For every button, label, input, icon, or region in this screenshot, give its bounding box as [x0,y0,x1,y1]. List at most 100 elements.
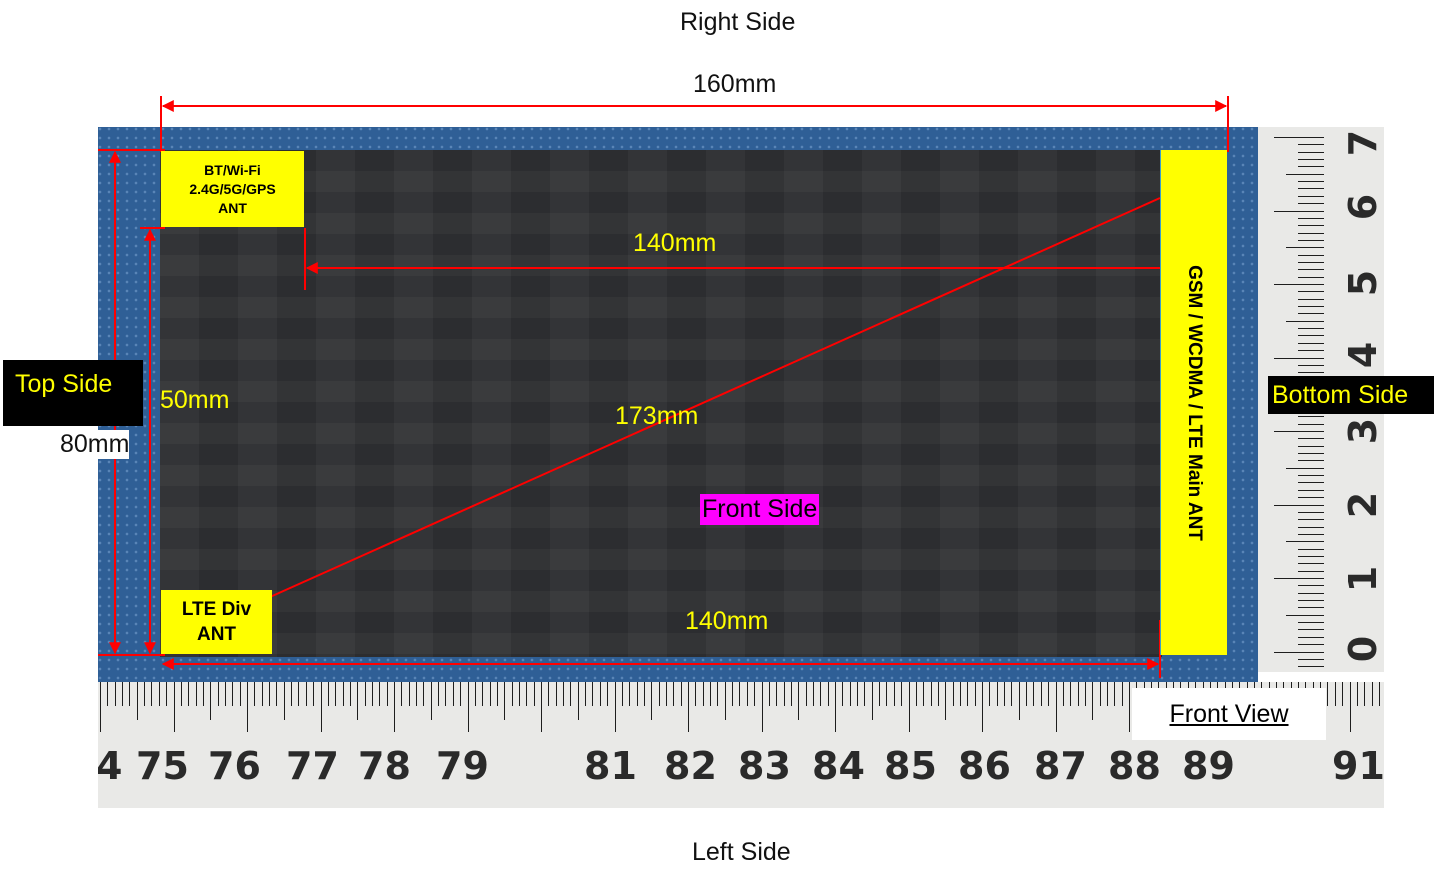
ruler-tick [430,682,432,720]
ruler-tick [923,682,925,706]
ruler-tick [291,682,293,706]
front-view-label: Front View [1132,688,1326,740]
ruler-tick [526,682,528,706]
ruler-tick [1018,682,1020,720]
ruler-tick [717,682,719,706]
ruler-tick [1298,423,1324,425]
ruler-tick [1298,217,1324,219]
ruler-tick [989,682,991,706]
ruler-tick [1274,431,1324,432]
ruler-tick [357,682,359,720]
ruler-tick [1121,682,1123,706]
ruler-tick [688,682,689,732]
ruler-tick [1334,682,1336,706]
ruler-tick [1298,144,1324,146]
ruler-tick [1274,504,1324,506]
ruler-tick [1356,682,1358,706]
ruler-tick [1298,181,1324,183]
ruler-tick [1274,137,1324,138]
ruler-tick [937,682,939,706]
ruler-tick [1062,682,1064,706]
ruler-tick [732,682,734,706]
ruler-tick [1298,622,1324,624]
ruler-tick [1033,682,1035,706]
ruler-tick [1298,159,1324,161]
ruler-number: 81 [584,744,637,788]
ruler-tick [1070,682,1072,706]
ruler-tick [680,682,682,706]
diagonal-text: 173mm [615,402,699,430]
ruler-tick [570,682,572,706]
ruler-tick [232,682,234,706]
ruler-tick [518,682,520,706]
ruler-tick [1298,511,1324,513]
ruler-tick [555,682,557,706]
ruler-tick [1298,195,1324,197]
ruler-tick [1298,570,1324,572]
ruler-tick [776,682,778,706]
left-side-label: Left Side [692,838,791,866]
ruler-number: 87 [1034,744,1087,788]
ruler-tick [658,682,660,706]
diagonal-line [269,197,1161,598]
ruler-tick [1298,563,1324,565]
ruler-tick [812,682,814,706]
ruler-tick [886,682,888,706]
ruler-tick [1286,247,1324,249]
ruler-tick [1298,203,1324,205]
ruler-number: 77 [286,744,339,788]
ruler-tick [643,682,645,706]
ruler-tick [305,682,307,706]
ruler-number: 75 [136,744,189,788]
ruler-tick [1298,151,1324,153]
ruler-tick [327,682,329,706]
ruler-tick [313,682,315,706]
ruler-tick [1298,438,1324,440]
ruler-tick [254,682,256,706]
ruler-tick [1298,335,1324,337]
ruler-tick [1298,666,1324,668]
bottom-distance-text: 140mm [685,607,769,635]
ruler-tick [1298,298,1324,300]
ruler-tick [1286,541,1324,543]
ruler-tick [901,682,903,706]
ruler-tick [298,682,300,706]
ruler-tick [239,682,241,706]
ruler-tick [1298,453,1324,455]
ruler-tick [1298,276,1324,278]
ruler-tick [1298,519,1324,521]
ruler-number: 83 [738,744,791,788]
ruler-tick [1298,600,1324,602]
ruler-tick [1129,682,1130,732]
ruler-tick [180,682,182,706]
ruler-tick [1298,239,1324,241]
ruler-tick [371,682,373,706]
ruler-tick [158,682,160,706]
ruler-number: 84 [812,744,865,788]
ruler-tick [247,682,248,732]
ruler-tick [1298,585,1324,587]
ruler-tick [1298,342,1324,344]
ruler-tick [100,682,101,732]
ruler-tick [1298,232,1324,234]
ruler-tick [202,682,204,706]
ruler-number: 76 [208,744,261,788]
ruler-tick [283,682,285,720]
ruler-tick [1004,682,1006,706]
ruler-tick [695,682,697,706]
ruler-tick [1274,210,1324,212]
ruler-tick [1298,644,1324,646]
ruler-tick [563,682,565,706]
ruler-tick [1298,555,1324,557]
ruler-tick [1298,526,1324,528]
ruler-number: 89 [1182,744,1235,788]
ruler-tick [879,682,881,706]
ruler-tick [460,682,462,706]
ruler-tick [1092,682,1094,720]
ruler-tick [1274,284,1324,285]
bottom-side-text: Bottom Side [1272,380,1409,409]
ruler-tick [379,682,381,706]
ruler-tick [1026,682,1028,706]
main-antenna-box: GSM / WCDMA / LTE Main ANT [1160,150,1227,655]
ruler-tick [1274,578,1324,579]
